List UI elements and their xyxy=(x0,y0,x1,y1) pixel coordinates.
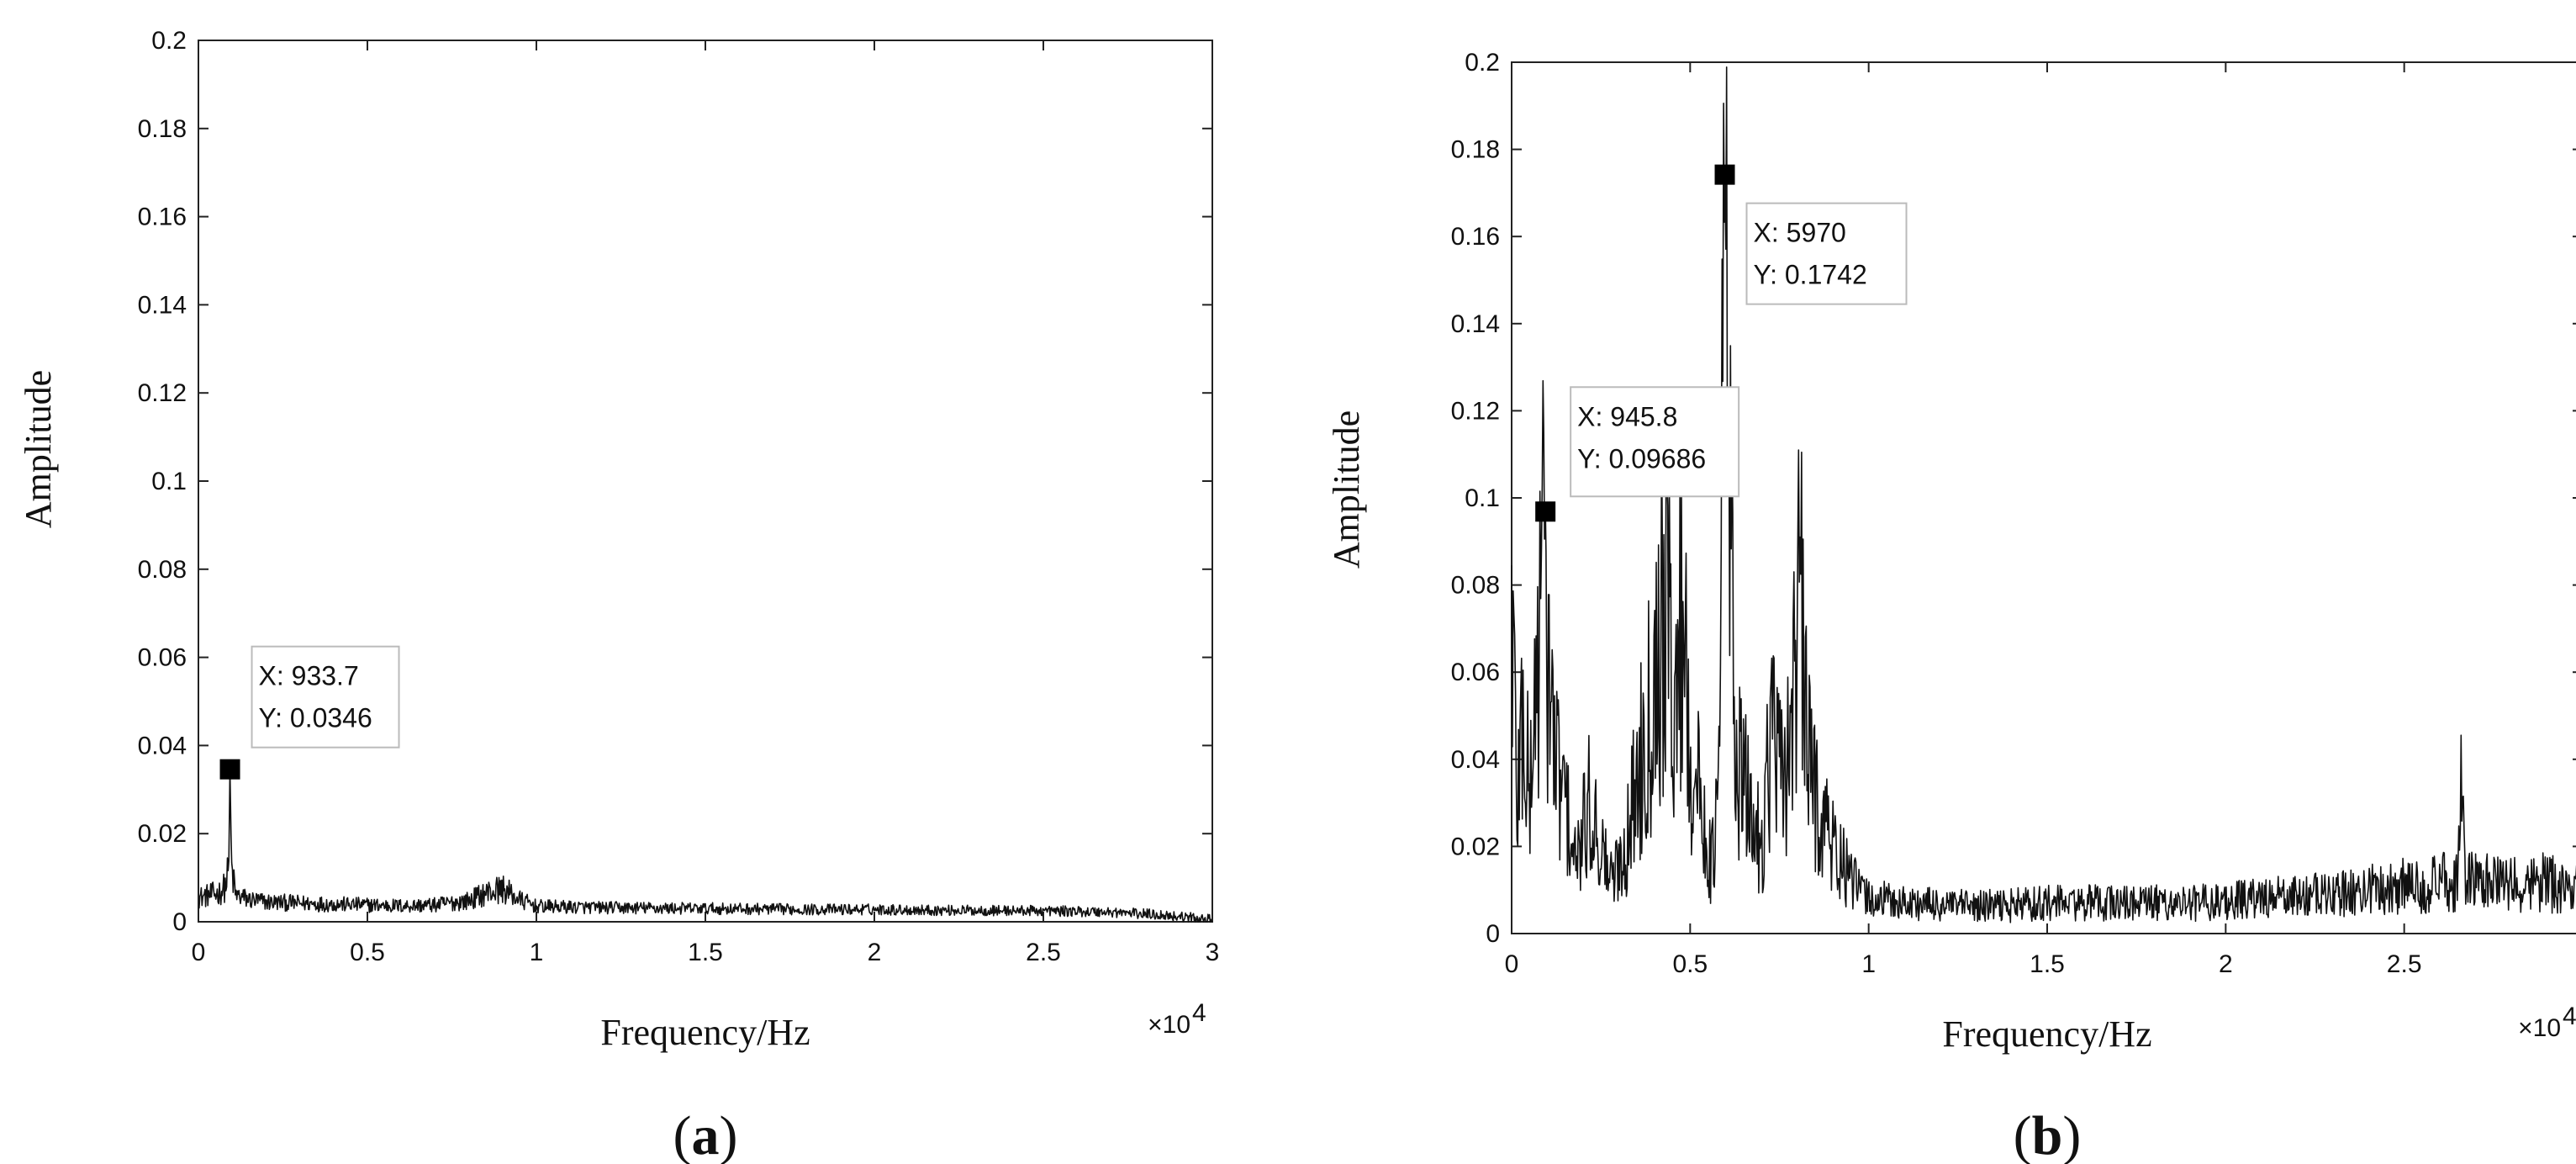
x-axis-title: Frequency/Hz xyxy=(600,1012,810,1053)
x-axis-title: Frequency/Hz xyxy=(1942,1013,2151,1055)
datatip-box xyxy=(1745,202,1908,305)
amplitude-spectrum-chart-a: 0 0.02 0.04 0.06 0.08 0.1 0.12 0.14 0.16 0.18 0.2 0… xyxy=(18,27,1220,1164)
y-axis-title: Amplitude xyxy=(18,370,59,528)
x-tick-label: 0 xyxy=(1505,950,1519,978)
plot-frame xyxy=(1511,61,2576,934)
y-tick-label: 0.04 xyxy=(1451,746,1500,774)
subfigure-paren-open: ( xyxy=(2014,1105,2032,1164)
y-tick-label: 0.18 xyxy=(1451,136,1500,164)
y-tick-label: 0.12 xyxy=(138,379,187,407)
x-tick-label: 2.5 xyxy=(2387,950,2422,978)
x-tick-label: 0 xyxy=(192,939,206,966)
datatip-y-value: Y: 0.09686 xyxy=(1577,443,1706,474)
y-tick-label: 0.06 xyxy=(138,644,187,672)
subfigure-label: (b) xyxy=(2014,1105,2082,1164)
subfigure-paren-close: ) xyxy=(2062,1105,2081,1164)
x-axis-multiplier-exponent: 4 xyxy=(2563,1003,2576,1030)
x-tick-label: 1 xyxy=(1861,950,1876,978)
y-tick-label: 0.08 xyxy=(1451,572,1500,600)
y-tick-label: 0.18 xyxy=(138,115,187,143)
datatip-x-value: X: 5970 xyxy=(1754,218,1846,248)
y-tick-label: 0.06 xyxy=(1451,659,1500,686)
datatip-y-value: Y: 0.1742 xyxy=(1754,260,1867,290)
plot-frame xyxy=(198,40,1213,923)
x-tick-label: 2 xyxy=(868,939,882,966)
datatip-marker xyxy=(219,759,240,780)
y-tick-label: 0 xyxy=(172,908,187,936)
chart-panel-a: 0 0.02 0.04 0.06 0.08 0.1 0.12 0.14 0.16 0.18 0.2 0… xyxy=(18,27,1220,1164)
x-tick-label: 2 xyxy=(2219,950,2233,978)
x-tick-label: 0.5 xyxy=(350,939,385,966)
datatip-x-value: X: 933.7 xyxy=(259,661,359,691)
subfigure-paren-open: ( xyxy=(673,1105,692,1164)
subfigure-letter: b xyxy=(2032,1105,2063,1164)
y-tick-label: 0.16 xyxy=(1451,223,1500,251)
x-axis-multiplier: ×10 xyxy=(1148,1011,1190,1039)
y-tick-label: 0.02 xyxy=(138,820,187,848)
x-tick-label: 3 xyxy=(1206,939,1220,966)
datatip-marker xyxy=(1535,501,1556,522)
y-tick-label: 0 xyxy=(1486,920,1500,948)
datatip-box xyxy=(251,645,400,749)
y-tick-label: 0.1 xyxy=(1465,484,1500,512)
y-tick-label: 0.12 xyxy=(1451,397,1500,425)
datatip-marker xyxy=(1714,164,1735,185)
amplitude-spectrum-chart-b: 0 0.02 0.04 0.06 0.08 0.1 0.12 0.14 0.16 0.18 0.2 0… xyxy=(1326,49,2576,1164)
x-tick-label: 1 xyxy=(530,939,544,966)
y-tick-label: 0.04 xyxy=(138,732,187,759)
y-tick-label: 0.2 xyxy=(151,27,187,55)
chart-panel-b: 0 0.02 0.04 0.06 0.08 0.1 0.12 0.14 0.16 0.18 0.2 0… xyxy=(1288,0,2576,1164)
y-tick-label: 0.14 xyxy=(138,291,187,319)
y-tick-label: 0.14 xyxy=(1451,310,1500,338)
x-tick-label: 2.5 xyxy=(1026,939,1061,966)
subfigure-label: (a) xyxy=(673,1105,738,1164)
y-axis-title: Amplitude xyxy=(1326,410,1367,569)
x-tick-label: 0.5 xyxy=(1672,950,1708,978)
y-tick-label: 0.16 xyxy=(138,204,187,231)
datatip-x-value: X: 945.8 xyxy=(1577,401,1677,431)
x-tick-label: 1.5 xyxy=(2030,950,2065,978)
x-tick-label: 1.5 xyxy=(688,939,723,966)
x-axis-multiplier-exponent: 4 xyxy=(1192,999,1206,1027)
y-tick-label: 0.08 xyxy=(138,556,187,584)
spectrum-series-line xyxy=(1511,66,2576,923)
x-axis-multiplier: ×10 xyxy=(2518,1014,2561,1042)
datatip-y-value: Y: 0.0346 xyxy=(259,703,372,733)
subfigure-letter: a xyxy=(692,1105,720,1164)
y-tick-label: 0.1 xyxy=(151,468,187,495)
datatip-box xyxy=(1570,386,1740,498)
y-tick-label: 0.02 xyxy=(1451,833,1500,860)
spectrum-series-line xyxy=(198,768,1212,923)
subfigure-paren-close: ) xyxy=(720,1105,738,1164)
y-tick-label: 0.2 xyxy=(1465,49,1500,77)
